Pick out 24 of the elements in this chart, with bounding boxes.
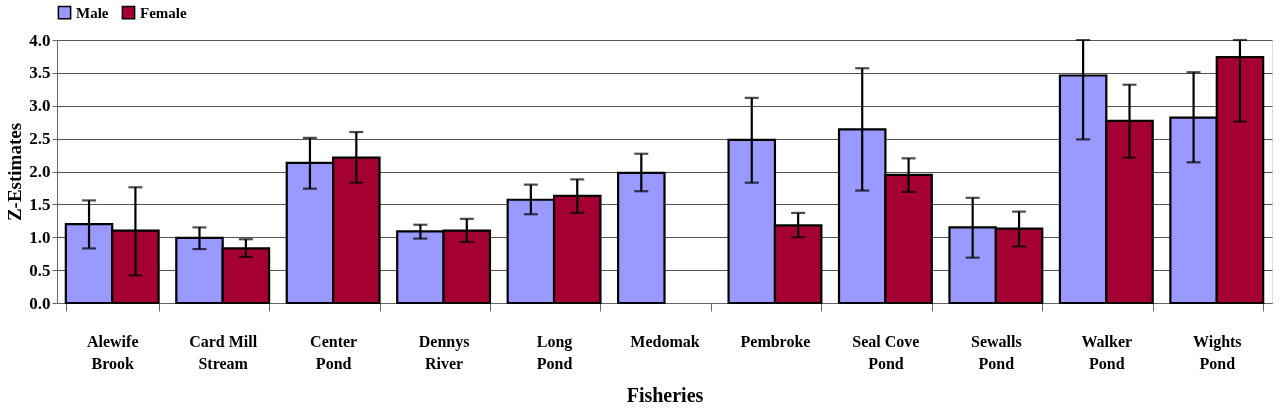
x-tick-label: Medomak: [630, 332, 700, 350]
x-tick-label: Wights Pond: [1192, 332, 1242, 372]
y-tick-label: 1.5: [29, 194, 51, 214]
x-tick-label: Dennys River: [418, 332, 470, 372]
y-tick-label: 1.0: [29, 227, 51, 247]
y-tick-label: 4.0: [29, 30, 51, 50]
y-tick-label: 0.5: [29, 260, 51, 280]
legend-label: Male: [76, 4, 109, 21]
y-tick-label: 2.0: [29, 162, 51, 181]
x-axis-title: Fisheries: [626, 383, 704, 406]
y-tick-label: 0.0: [29, 293, 51, 313]
y-tick-label: 3.0: [29, 96, 51, 116]
x-tick-label: Pembroke: [740, 332, 811, 350]
y-axis-title: Z-Estimates: [4, 122, 26, 222]
x-tick-label: Walker Pond: [1081, 332, 1133, 372]
x-tick-label: Center Pond: [310, 332, 358, 372]
y-tick-label: 2.5: [29, 129, 51, 149]
legend-label: Female: [140, 4, 187, 21]
x-tick-label: Seal Cove Pond: [852, 332, 920, 372]
x-tick-label: Sewalls Pond: [971, 332, 1022, 372]
x-tick-label: Card Mill Stream: [189, 332, 258, 372]
x-tick-label: Long Pond: [536, 332, 573, 372]
y-tick-label: 3.5: [29, 63, 51, 83]
x-tick-label: Alewife Brook: [86, 332, 139, 372]
